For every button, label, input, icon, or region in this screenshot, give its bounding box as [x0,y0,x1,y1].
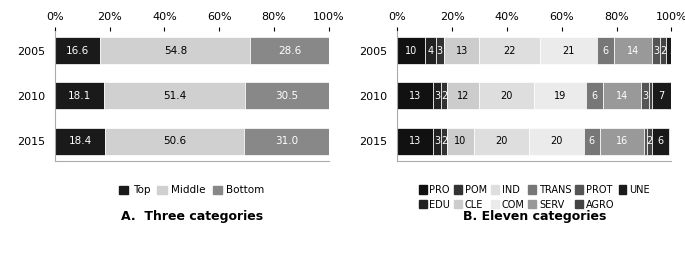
Text: 3: 3 [434,136,440,146]
Text: 30.5: 30.5 [275,91,299,101]
Text: 2: 2 [440,136,447,146]
Bar [649,82,652,109]
Text: 50.6: 50.6 [163,136,186,146]
Bar [444,37,479,64]
Bar [600,127,644,155]
Text: 13: 13 [409,136,421,146]
Bar [479,37,540,64]
Bar [245,82,329,109]
Text: 16: 16 [616,136,628,146]
Bar [584,127,600,155]
Text: 28.6: 28.6 [278,46,301,55]
Bar [447,82,479,109]
Text: 18.1: 18.1 [68,91,91,101]
Text: 54.8: 54.8 [164,46,187,55]
Bar [597,37,614,64]
Text: 16.6: 16.6 [66,46,89,55]
Text: 22: 22 [503,46,516,55]
Text: 18.4: 18.4 [68,136,92,146]
Text: 2: 2 [440,91,447,101]
Text: 10: 10 [454,136,466,146]
Bar [647,127,652,155]
Bar [105,127,244,155]
Text: 3: 3 [437,46,443,55]
Bar [441,127,447,155]
Bar [652,127,669,155]
Bar [666,37,680,64]
Text: 6: 6 [592,91,597,101]
Text: 3: 3 [653,46,659,55]
Bar [586,82,603,109]
Text: 4: 4 [427,46,433,55]
Bar [55,37,100,64]
Legend: Top, Middle, Bottom: Top, Middle, Bottom [115,181,269,200]
Text: 3: 3 [434,91,440,101]
Text: 14: 14 [616,91,628,101]
Text: 21: 21 [562,46,575,55]
Text: 7: 7 [658,91,665,101]
Text: 20: 20 [501,91,513,101]
Bar [474,127,529,155]
Text: 12: 12 [457,91,469,101]
Bar [425,37,436,64]
Bar [660,37,666,64]
Bar [100,37,251,64]
Text: 6: 6 [603,46,608,55]
Text: 2: 2 [646,136,653,146]
Bar [534,82,586,109]
Bar [397,37,425,64]
Legend: PRO, EDU, POM, CLE, IND, COM, TRANS, SERV, PROT, AGRO, UNE: PRO, EDU, POM, CLE, IND, COM, TRANS, SER… [415,181,653,214]
Text: 3: 3 [643,91,648,101]
Bar [397,127,433,155]
Text: 13: 13 [409,91,421,101]
Text: 13: 13 [456,46,468,55]
Text: 5: 5 [669,46,676,55]
Bar [614,37,652,64]
Text: 20: 20 [550,136,562,146]
Text: 6: 6 [658,136,663,146]
Text: 10: 10 [405,46,417,55]
Bar [433,82,441,109]
Text: B. Eleven categories: B. Eleven categories [462,210,606,223]
Bar [244,127,329,155]
Bar [644,127,647,155]
Bar [529,127,584,155]
Bar [104,82,245,109]
Text: 31.0: 31.0 [275,136,298,146]
Text: 6: 6 [589,136,595,146]
Bar [652,82,671,109]
Bar [540,37,597,64]
Bar [652,37,660,64]
Bar [397,82,433,109]
Bar [55,127,105,155]
Bar [603,82,641,109]
Bar [251,37,329,64]
Bar [479,82,534,109]
Bar [436,37,444,64]
Text: 51.4: 51.4 [163,91,186,101]
Bar [447,127,474,155]
Bar [55,82,104,109]
Bar [441,82,447,109]
Text: 20: 20 [495,136,508,146]
Text: 14: 14 [627,46,639,55]
Bar [641,82,649,109]
Text: A.  Three categories: A. Three categories [121,210,263,223]
Text: 19: 19 [554,91,566,101]
Bar [433,127,441,155]
Text: 2: 2 [660,46,667,55]
